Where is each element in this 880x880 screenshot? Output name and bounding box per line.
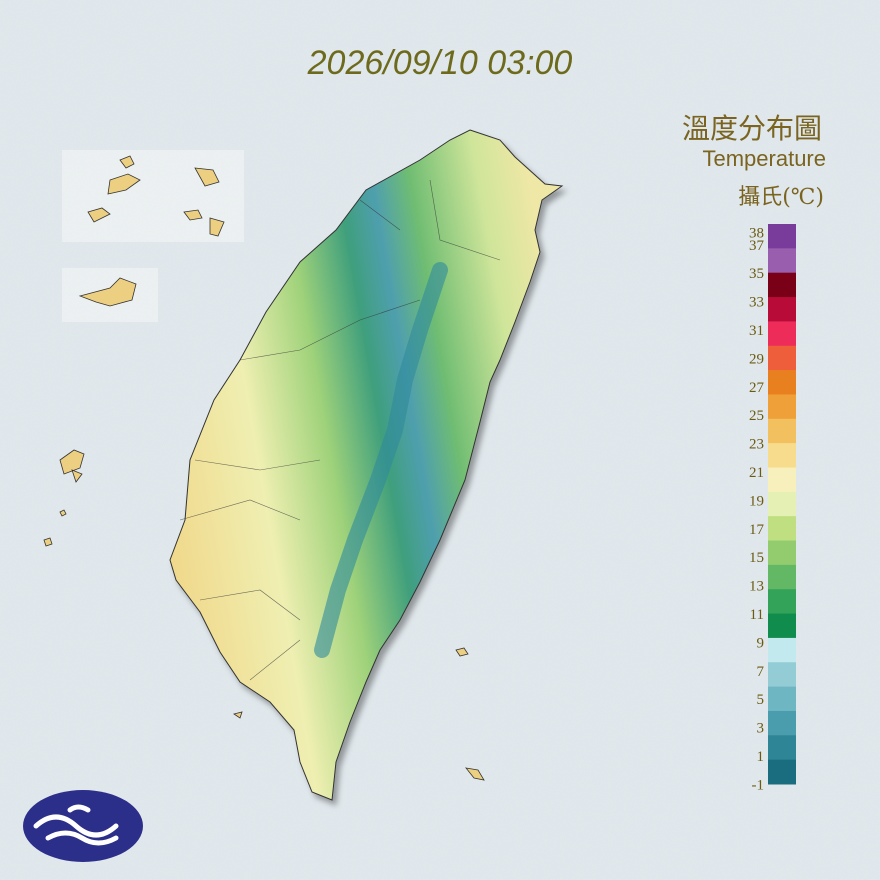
legend-label: 3	[757, 721, 765, 737]
legend-label: 17	[749, 522, 765, 538]
legend-label: 37	[749, 238, 765, 254]
legend-label: 31	[749, 323, 764, 339]
legend-band	[768, 540, 796, 566]
legend-band	[768, 370, 796, 395]
legend-label: 25	[749, 408, 764, 424]
islands	[43, 155, 485, 781]
timestamp: 2026/09/10 03:00	[307, 44, 573, 82]
legend-label: 29	[749, 351, 764, 367]
legend-band	[768, 418, 796, 444]
legend-band	[768, 224, 796, 249]
legend-label: 38	[749, 225, 764, 241]
legend-band	[768, 564, 796, 590]
legend-band	[768, 662, 796, 688]
legend-label: 19	[749, 493, 764, 509]
legend-label: 7	[757, 664, 765, 680]
legend-band	[768, 248, 796, 274]
legend-unit: 攝氏(℃)	[738, 185, 824, 210]
legend-band	[768, 272, 796, 298]
legend-band	[768, 467, 796, 493]
taiwan-island	[169, 129, 564, 801]
legend-band	[768, 637, 796, 663]
legend-label: 21	[749, 465, 764, 481]
legend-label: 5	[757, 692, 765, 708]
legend-band	[768, 297, 796, 322]
legend-band	[768, 710, 796, 736]
legend-band	[768, 516, 796, 542]
legend-subtitle: Temperature	[702, 146, 826, 171]
legend-band	[768, 345, 796, 371]
legend-label: 33	[749, 295, 764, 311]
legend-band	[768, 394, 796, 420]
legend-label: -1	[752, 777, 765, 793]
legend-band	[768, 759, 796, 785]
legend-title: 溫度分布圖	[682, 112, 822, 145]
legend-band	[768, 321, 796, 347]
legend-label: 9	[757, 635, 765, 651]
legend-label: 27	[749, 380, 765, 396]
legend-label: 11	[750, 607, 764, 623]
logo	[23, 790, 143, 862]
county-borders	[179, 179, 501, 681]
legend-label: 15	[749, 550, 764, 566]
logo-waves	[33, 804, 119, 846]
legend-label: 35	[749, 266, 764, 282]
legend-label: 23	[749, 437, 764, 453]
legend-band	[768, 443, 796, 468]
legend-band	[768, 491, 796, 517]
legend-label: 13	[749, 579, 764, 595]
mountain-ridge	[314, 262, 448, 658]
legend-band	[768, 735, 796, 761]
legend-band	[768, 686, 796, 712]
legend-band	[768, 613, 796, 639]
legend-label: 1	[757, 749, 765, 765]
legend-band	[768, 589, 796, 615]
